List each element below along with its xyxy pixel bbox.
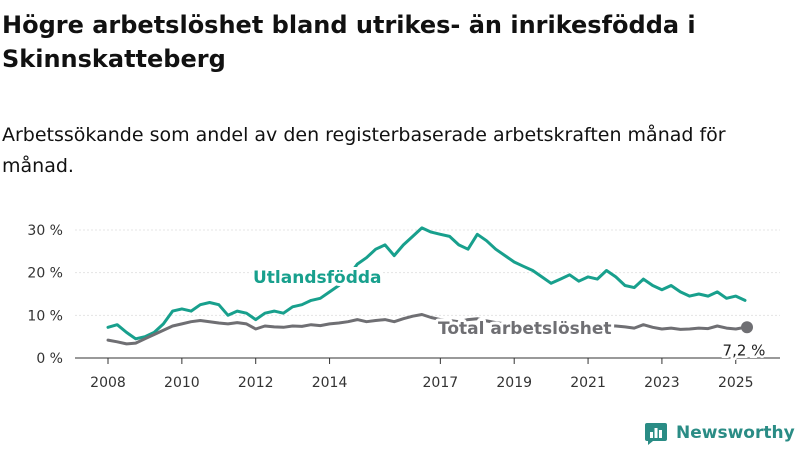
end-marker: 7,2 % — [720, 321, 768, 362]
y-tick-label: 10 % — [27, 308, 63, 324]
series-line — [106, 313, 747, 346]
x-tick-label: 2017 — [423, 375, 459, 391]
y-tick-label: 20 % — [27, 266, 63, 282]
x-tick-label: 2025 — [718, 375, 754, 391]
bar-chart-logo-icon — [645, 423, 667, 445]
x-tick-label: 2021 — [570, 375, 606, 391]
x-tick-label: 2019 — [496, 375, 532, 391]
series-lines — [106, 226, 747, 346]
x-tick-label: 2014 — [312, 375, 348, 391]
series-label: Total arbetslöshet — [438, 319, 612, 339]
y-grid — [75, 229, 780, 316]
x-tick-label: 2023 — [644, 375, 680, 391]
y-tick-label: 0 % — [36, 351, 63, 367]
x-tick-label: 2008 — [90, 375, 126, 391]
brand-name: Newsworthy — [676, 423, 795, 443]
x-tick-label: 2012 — [238, 375, 274, 391]
newsworthy-logo[interactable]: Newsworthy — [644, 420, 795, 446]
y-tick-labels: 0 % 10 % 20 % 30 % — [27, 223, 63, 367]
end-value-label: 7,2 % — [723, 341, 766, 359]
end-point-marker — [741, 321, 753, 334]
series-line — [106, 226, 747, 341]
chart-subtitle: Arbetssökande som andel av den registerb… — [2, 124, 726, 177]
y-tick-label: 30 % — [27, 223, 63, 239]
chart-title: Högre arbetslöshet bland utrikes- än inr… — [2, 11, 696, 73]
series-label: Utlandsfödda — [253, 268, 382, 288]
x-axis — [75, 357, 780, 364]
series-labels: Utlandsfödda Total arbetslöshet — [250, 265, 615, 342]
x-tick-label: 2010 — [164, 375, 200, 391]
x-tick-labels: 2008 2010 2012 2014 2017 2019 2021 2023 2025 — [90, 375, 753, 391]
